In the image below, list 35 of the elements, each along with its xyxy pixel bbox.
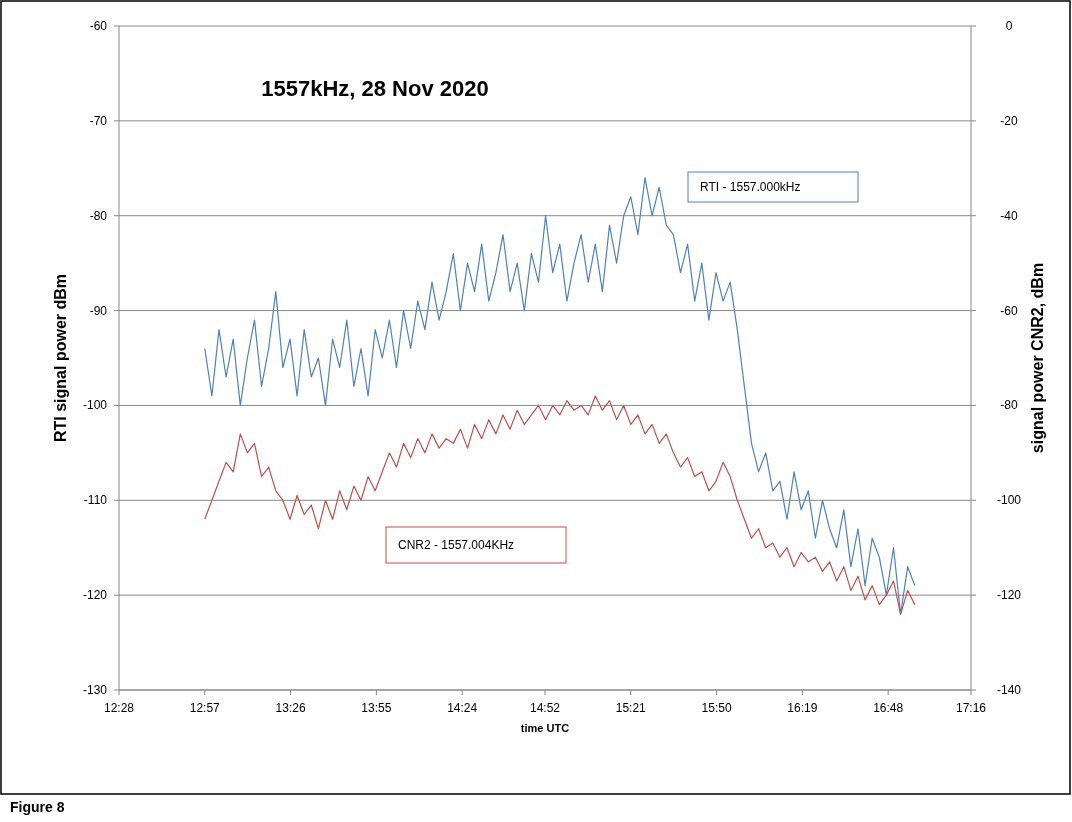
x-tick-label: 13:55 xyxy=(361,701,392,715)
x-tick-label: 17:16 xyxy=(955,701,987,715)
x-tick-label: 15:21 xyxy=(615,701,647,715)
y2-axis-title: signal power CNR2, dBm xyxy=(1029,262,1046,454)
y2-tick-label: 0 xyxy=(1005,19,1013,33)
text: CNR2 - 1557.004KHz xyxy=(398,538,515,552)
text: RTI - 1557.000kHz xyxy=(700,180,801,194)
y2-tick-label: -120 xyxy=(996,588,1022,603)
x-tick-label: 14:24 xyxy=(447,701,478,715)
y2-tick-label: -80 xyxy=(1000,398,1018,413)
y-tick-label: -120 xyxy=(82,588,108,603)
x-tick-label: 16:19 xyxy=(787,701,818,715)
y-tick-label: -90 xyxy=(89,303,108,318)
y2-tick-label: -20 xyxy=(1000,113,1018,128)
x-axis-title: time UTC xyxy=(520,722,570,734)
y2-tick-label: -100 xyxy=(996,493,1022,508)
y-tick-label: -100 xyxy=(82,398,108,413)
y-tick-label: -80 xyxy=(89,208,108,223)
x-tick-label: 12:57 xyxy=(189,701,221,715)
y-tick-label: -70 xyxy=(89,113,108,128)
x-tick-label: 15:50 xyxy=(701,701,732,715)
line-series xyxy=(204,395,916,615)
y-axis-title: RTI signal power dBm xyxy=(52,273,69,443)
x-tick-label: 16:48 xyxy=(873,701,904,715)
caption: Figure 8 xyxy=(10,799,65,815)
x-tick-label: 13:26 xyxy=(275,701,306,715)
x-tick-label: 12:28 xyxy=(103,701,135,715)
x-tick-label: 14:52 xyxy=(529,701,561,715)
y2-tick-label: -40 xyxy=(1000,208,1018,223)
y-tick-label: -130 xyxy=(82,683,108,697)
y-tick-label: -110 xyxy=(83,493,108,508)
text: 1557kHz, 28 Nov 2020 xyxy=(261,76,489,101)
y-tick-label: -60 xyxy=(89,19,108,33)
y2-tick-label: -60 xyxy=(1000,303,1018,318)
y2-tick-label: -140 xyxy=(996,683,1022,697)
